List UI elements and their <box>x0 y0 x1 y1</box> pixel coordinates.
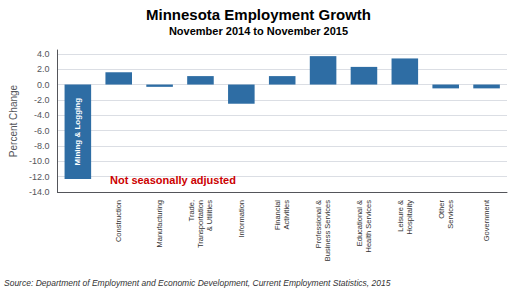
svg-text:Manufacturing: Manufacturing <box>155 200 164 248</box>
svg-text:Professional &: Professional & <box>314 200 323 248</box>
svg-text:Construction: Construction <box>114 200 123 242</box>
svg-text:November 2014 to November 2015: November 2014 to November 2015 <box>169 25 348 37</box>
svg-text:Not seasonally adjusted: Not seasonally adjusted <box>110 174 236 186</box>
svg-text:Percent Change: Percent Change <box>8 84 19 157</box>
svg-text:Government: Government <box>482 199 491 241</box>
svg-text:Activities: Activities <box>282 200 291 230</box>
svg-text:Source: Department of Employme: Source: Department of Employment and Eco… <box>4 278 391 288</box>
svg-text:Information: Information <box>237 200 246 238</box>
svg-text:& Utilities: & Utilities <box>205 200 214 232</box>
svg-text:0.0: 0.0 <box>37 80 50 90</box>
svg-text:Financial: Financial <box>273 200 282 230</box>
svg-text:-6.0: -6.0 <box>34 126 50 136</box>
svg-text:Minnesota Employment Growth: Minnesota Employment Growth <box>146 6 371 23</box>
svg-text:Other: Other <box>437 200 446 219</box>
svg-text:-10.0: -10.0 <box>29 156 50 166</box>
svg-text:Health Services: Health Services <box>364 200 373 253</box>
svg-text:-4.0: -4.0 <box>34 110 50 120</box>
svg-text:Transportation: Transportation <box>196 200 205 248</box>
svg-text:Educational &: Educational & <box>355 200 364 246</box>
svg-text:4.0: 4.0 <box>37 49 50 59</box>
svg-text:-2.0: -2.0 <box>34 95 50 105</box>
svg-text:Trade,: Trade, <box>187 200 196 221</box>
svg-text:Hospitality: Hospitality <box>405 200 414 235</box>
svg-text:Business Services: Business Services <box>323 200 332 262</box>
svg-text:Leisure &: Leisure & <box>396 200 405 232</box>
svg-text:-8.0: -8.0 <box>34 141 50 151</box>
svg-text:Services: Services <box>446 200 455 229</box>
svg-text:-14.0: -14.0 <box>29 187 50 197</box>
svg-text:Mining & Logging: Mining & Logging <box>73 98 82 166</box>
svg-text:2.0: 2.0 <box>37 64 50 74</box>
svg-text:-12.0: -12.0 <box>29 172 50 182</box>
